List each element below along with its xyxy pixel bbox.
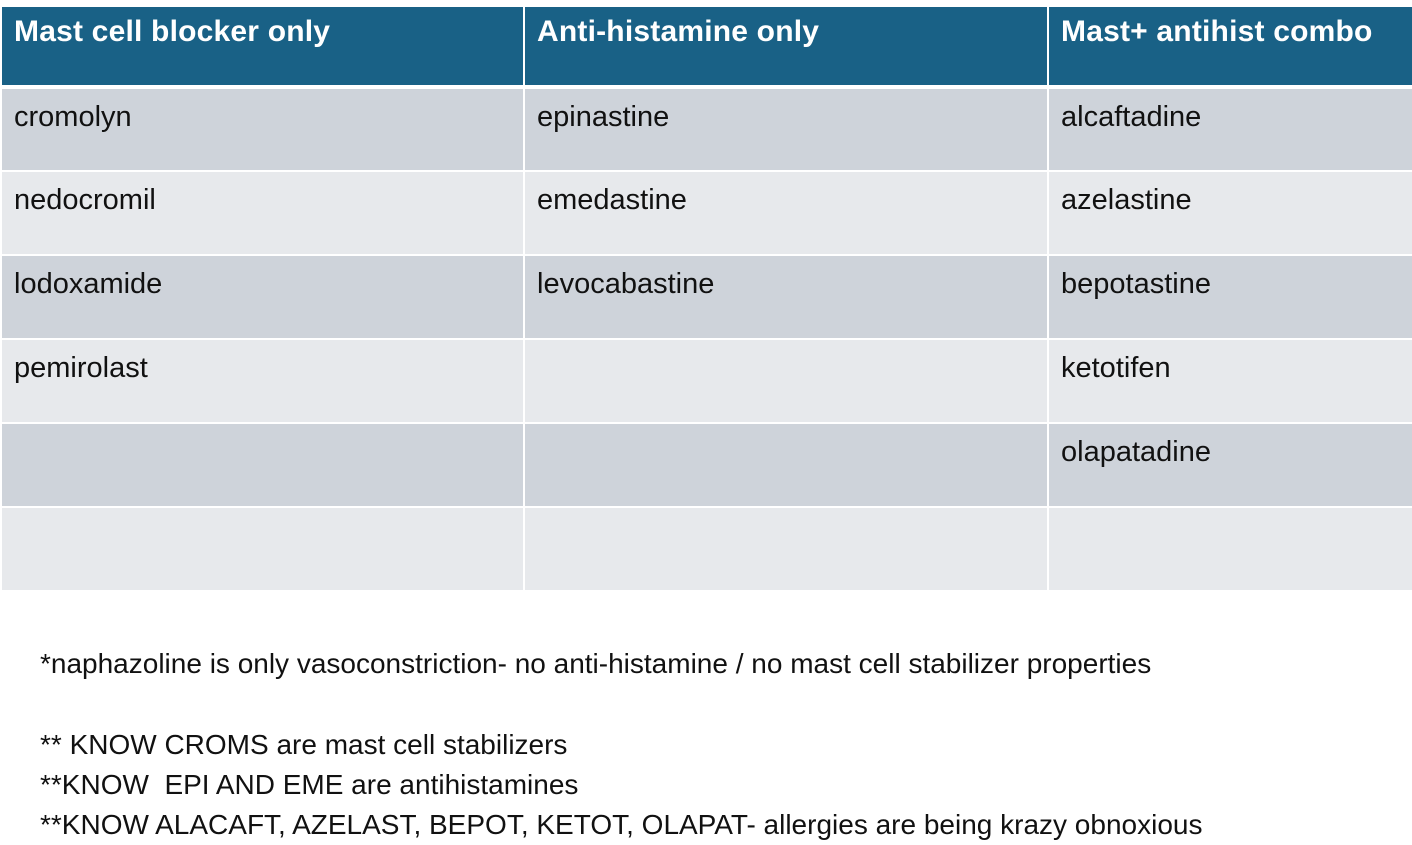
table-row: nedocromil emedastine azelastine xyxy=(2,171,1412,256)
table-row: lodoxamide levocabastine bepotastine xyxy=(2,255,1412,340)
table-cell xyxy=(2,507,525,592)
table-cell: levocabastine xyxy=(524,255,1049,340)
table-row: olapatadine xyxy=(2,423,1412,508)
table-cell: emedastine xyxy=(524,171,1049,256)
table-row: cromolyn epinastine alcaftadine xyxy=(2,87,1412,172)
notes-block: *naphazoline is only vasoconstriction- n… xyxy=(40,644,1202,845)
table-cell xyxy=(524,423,1049,508)
table-cell: alcaftadine xyxy=(1048,87,1412,172)
table-cell: pemirolast xyxy=(2,339,525,424)
note-know-combo: **KNOW ALACAFT, AZELAST, BEPOT, KETOT, O… xyxy=(40,809,1203,840)
table-header-row: Mast cell blocker only Anti-histamine on… xyxy=(2,7,1412,89)
notes-spacer xyxy=(40,684,1202,725)
note-know-epi-eme: **KNOW EPI AND EME are antihistamines xyxy=(40,769,579,800)
table-cell xyxy=(524,507,1049,592)
note-naphazoline: *naphazoline is only vasoconstriction- n… xyxy=(40,648,1152,679)
header-antihistamine: Anti-histamine only xyxy=(524,7,1049,89)
table-row xyxy=(2,507,1412,592)
table-cell xyxy=(2,423,525,508)
table-cell: nedocromil xyxy=(2,171,525,256)
table-cell: cromolyn xyxy=(2,87,525,172)
table-cell: azelastine xyxy=(1048,171,1412,256)
table-row: pemirolast ketotifen xyxy=(2,339,1412,424)
table-cell: epinastine xyxy=(524,87,1049,172)
table-cell: bepotastine xyxy=(1048,255,1412,340)
table-cell xyxy=(1048,507,1412,592)
table-cell: olapatadine xyxy=(1048,423,1412,508)
table-cell xyxy=(524,339,1049,424)
header-mast-cell-blocker: Mast cell blocker only xyxy=(2,7,525,89)
note-know-croms: ** KNOW CROMS are mast cell stabilizers xyxy=(40,729,568,760)
table-cell: lodoxamide xyxy=(2,255,525,340)
drug-class-table: Mast cell blocker only Anti-histamine on… xyxy=(2,7,1412,592)
header-combo: Mast+ antihist combo xyxy=(1048,7,1412,89)
table-cell: ketotifen xyxy=(1048,339,1412,424)
